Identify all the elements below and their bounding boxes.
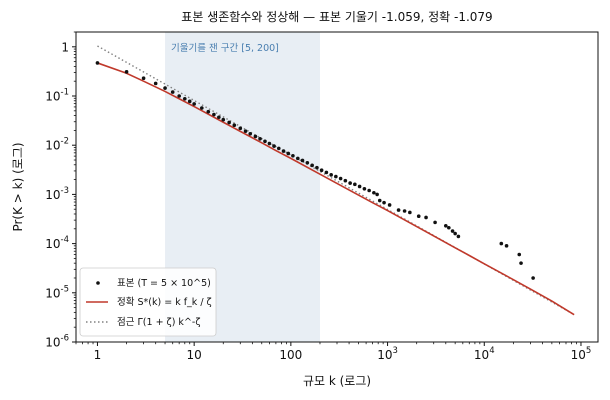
x-tick-label: 100	[279, 348, 302, 362]
sample-point	[141, 76, 146, 81]
sample-point	[296, 156, 300, 161]
y-axis-label: Pr(K > k) (로그)	[11, 142, 25, 231]
chart-title: 표본 생존함수와 정상해 — 표본 기울기 -1.059, 정확 -1.079	[181, 10, 492, 24]
x-tick-label: 1	[94, 348, 102, 362]
sample-point	[443, 224, 448, 228]
sample-point	[367, 188, 371, 193]
y-tick-label: 10-5	[45, 284, 69, 300]
sample-point	[272, 144, 276, 148]
sample-point	[200, 106, 204, 110]
sample-point	[248, 131, 253, 136]
sample-point	[217, 115, 221, 120]
sample-point	[357, 184, 362, 189]
legend: 표본 (T = 5 × 10^5) 정확 S*(k) = k f_k / ζ 점…	[79, 267, 217, 337]
sample-point	[519, 261, 523, 265]
sample-point	[221, 117, 226, 122]
sample-point	[212, 112, 216, 117]
sample-point	[377, 198, 382, 203]
sample-point	[124, 70, 129, 74]
sample-point	[396, 208, 401, 212]
sample-point	[206, 109, 211, 114]
sample-point	[263, 139, 267, 144]
sample-point	[227, 120, 231, 125]
sample-point	[387, 203, 392, 207]
x-tick-label: 104	[474, 346, 495, 362]
sample-point	[372, 190, 376, 195]
sample-point	[232, 123, 237, 128]
y-tick-label: 10-3	[45, 186, 69, 202]
sample-point	[300, 158, 305, 163]
sample-point	[343, 178, 348, 183]
sample-point	[424, 215, 428, 220]
sample-point	[310, 163, 314, 168]
sample-point	[504, 244, 509, 248]
sample-point	[253, 134, 258, 139]
sample-point	[329, 173, 333, 177]
sample-point	[408, 210, 412, 215]
legend-box	[79, 267, 217, 337]
sample-point	[238, 126, 243, 131]
sample-point	[531, 276, 535, 280]
sample-point	[456, 234, 461, 239]
y-tick-label: 10-2	[45, 137, 69, 153]
sample-point	[362, 187, 367, 191]
y-tick-label: 10-4	[45, 235, 69, 251]
y-axis: 1 10-1 10-2 10-3 10-4 10-5 10-6	[45, 31, 76, 350]
sample-point	[450, 229, 455, 233]
sample-point	[447, 225, 451, 230]
x-axis: 1 10 100 103 104 105	[75, 342, 592, 362]
sample-point	[338, 176, 343, 181]
x-axis-label: 규모 k (로그)	[303, 374, 371, 388]
sample-point	[305, 160, 310, 165]
exact-series	[97, 62, 575, 316]
sample-point	[319, 168, 324, 173]
sample-point	[267, 141, 272, 146]
sample-point	[433, 220, 437, 225]
legend-label-sample: 표본 (T = 5 × 10^5)	[117, 278, 211, 289]
sample-point	[95, 61, 100, 65]
sample-point	[324, 170, 329, 175]
y-tick-label: 1	[61, 40, 69, 54]
x-tick-label: 105	[571, 346, 592, 362]
x-tick-label: 10	[187, 348, 202, 362]
y-tick-label: 10-6	[45, 334, 69, 350]
sample-point	[276, 146, 281, 151]
sample-point	[182, 96, 187, 101]
exact-series-line	[97, 62, 575, 316]
legend-label-asymptote: 점근 Γ(1 + ζ) k^-ζ	[117, 316, 201, 328]
sample-point	[416, 214, 421, 219]
sample-point	[517, 252, 522, 257]
x-tick-label: 103	[377, 346, 398, 362]
legend-label-exact: 정확 S*(k) = k f_k / ζ	[117, 296, 212, 308]
sample-point	[258, 136, 262, 141]
sample-point	[353, 182, 357, 187]
sample-point	[286, 151, 291, 156]
sample-point	[453, 231, 457, 236]
sample-point	[382, 200, 386, 205]
sample-point	[348, 181, 352, 185]
sample-point	[243, 129, 248, 133]
sample-point	[192, 102, 196, 106]
sample-point	[402, 209, 407, 213]
sample-point	[153, 81, 158, 86]
sample-point	[177, 94, 181, 98]
sample-point	[499, 241, 504, 246]
sample-point	[163, 86, 167, 90]
sample-point	[281, 149, 286, 153]
sample-point	[291, 153, 295, 158]
sample-series	[95, 61, 535, 280]
band-label: 기울기를 잰 구간 [5, 200]	[171, 43, 279, 54]
sample-point	[375, 192, 379, 197]
sample-point	[187, 99, 192, 104]
sample-point	[170, 90, 175, 94]
y-tick-label: 10-1	[45, 88, 69, 104]
legend-marker-sample	[96, 281, 100, 285]
sample-point	[334, 174, 338, 179]
sample-point	[315, 165, 319, 170]
